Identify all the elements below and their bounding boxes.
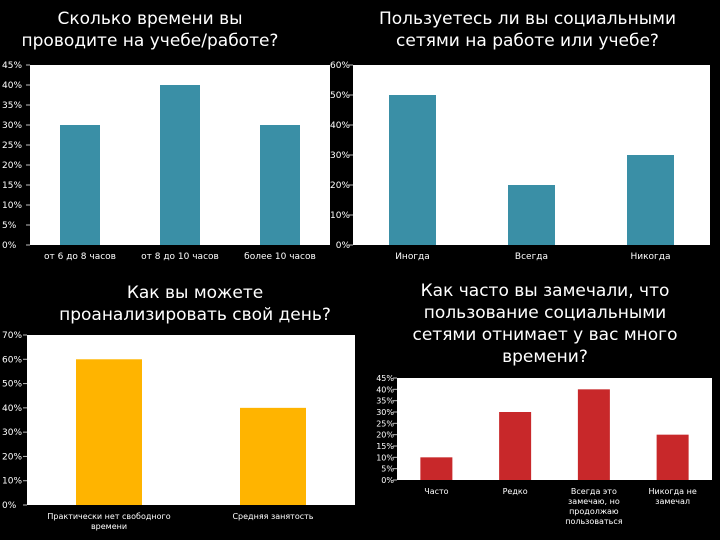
chart1-ytick-label: 0% bbox=[2, 241, 17, 251]
chart1-ytick-label: 20% bbox=[2, 161, 22, 171]
chart2-title: Пользуетесь ли вы социальными сетями на … bbox=[355, 8, 700, 52]
chart4-title: Как часто вы замечали, что пользование с… bbox=[395, 280, 695, 368]
chart4-category-label: Часто bbox=[424, 487, 448, 496]
chart4-ytick-label: 35% bbox=[376, 397, 394, 406]
chart1-ytick-label: 45% bbox=[2, 61, 22, 71]
chart4-category-label: Всегда это замечаю, но продолжаю пользовать… bbox=[565, 487, 622, 526]
chart1-bar bbox=[160, 85, 200, 245]
chart3-ytick-label: 50% bbox=[2, 380, 22, 390]
chart3-ytick-label: 20% bbox=[2, 452, 22, 462]
chart2-ytick-label: 40% bbox=[330, 121, 350, 131]
chart3-ytick-label: 0% bbox=[2, 501, 17, 511]
chart4-ytick-label: 20% bbox=[376, 431, 394, 440]
chart1-ytick-label: 40% bbox=[2, 81, 22, 91]
chart1-category-label: от 6 до 8 часов bbox=[44, 252, 116, 262]
chart4-ytick-label: 25% bbox=[376, 419, 394, 428]
chart4-title-line4: времени? bbox=[502, 347, 588, 367]
chart3-ytick-label: 10% bbox=[2, 477, 22, 487]
chart3-bar bbox=[240, 407, 306, 505]
chart4-title-line3: сетями отнимает у вас много bbox=[412, 325, 678, 345]
chart1-ytick-label: 15% bbox=[2, 181, 22, 191]
chart2-bar bbox=[508, 185, 555, 245]
chart1-ytick-label: 25% bbox=[2, 141, 22, 151]
chart2-ytick-label: 0% bbox=[336, 241, 351, 251]
chart4-category-label: Редко bbox=[503, 487, 528, 496]
chart4-bar bbox=[499, 412, 532, 480]
chart3-ytick-label: 60% bbox=[2, 355, 22, 365]
chart4-ytick-label: 10% bbox=[376, 453, 394, 462]
chart3-ytick-label: 40% bbox=[2, 404, 22, 414]
chart1-ytick-label: 30% bbox=[2, 121, 22, 131]
chart2-bar bbox=[627, 155, 674, 245]
chart4-title-line2: пользование социальными bbox=[423, 303, 667, 323]
chart4-ytick-label: 15% bbox=[376, 442, 394, 451]
chart1-bar bbox=[60, 125, 100, 245]
chart2-ytick-label: 30% bbox=[330, 151, 350, 161]
chart4-title-line1: Как часто вы замечали, что bbox=[420, 281, 670, 301]
chart3-category-label: Средняя занятость bbox=[232, 512, 313, 521]
chart2-category-label: Иногда bbox=[395, 252, 430, 262]
chart4-category-label: Никогда не замечал bbox=[648, 487, 696, 506]
chart1-bar bbox=[260, 125, 300, 245]
chart2-bar bbox=[389, 95, 436, 245]
chart1-title-line2: проводите на учебе/работе? bbox=[21, 31, 279, 51]
chart2-ytick-label: 10% bbox=[330, 211, 350, 221]
chart4-bar bbox=[656, 434, 689, 480]
chart1-ytick-label: 35% bbox=[2, 101, 22, 111]
chart4-ytick-label: 40% bbox=[376, 385, 394, 394]
chart1-title-line1: Сколько времени вы bbox=[57, 9, 243, 29]
chart3-title-line1: Как вы можете bbox=[126, 283, 264, 303]
chart3-title-line2: проанализировать свой день? bbox=[59, 305, 331, 325]
chart2-title-line2: сетями на работе или учебе? bbox=[396, 31, 659, 51]
chart2-ytick-label: 50% bbox=[330, 91, 350, 101]
chart4-bar bbox=[420, 457, 453, 480]
chart4-ytick-label: 45% bbox=[376, 374, 394, 383]
chart1-ytick-label: 10% bbox=[2, 201, 22, 211]
chart1-title: Сколько времени вы проводите на учебе/ра… bbox=[20, 8, 280, 52]
chart4-ytick-label: 30% bbox=[376, 408, 394, 417]
chart2-ytick-label: 20% bbox=[330, 181, 350, 191]
chart4-bar bbox=[577, 389, 610, 480]
chart2-category-label: Никогда bbox=[630, 252, 670, 262]
chart2-ytick-label: 60% bbox=[330, 61, 350, 71]
chart1-category-label: от 8 до 10 часов bbox=[141, 252, 219, 262]
chart3-bar bbox=[76, 359, 142, 505]
chart1-ytick-label: 5% bbox=[2, 221, 17, 231]
chart3-category-label: Практически нет свободного времени bbox=[47, 512, 170, 531]
chart3-ytick-label: 30% bbox=[2, 428, 22, 438]
chart3-ytick-label: 70% bbox=[2, 331, 22, 341]
chart4-ytick-label: 5% bbox=[381, 465, 394, 474]
chart2-title-line1: Пользуетесь ли вы социальными bbox=[378, 9, 676, 29]
chart2-category-label: Всегда bbox=[515, 252, 548, 262]
chart3-title: Как вы можете проанализировать свой день… bbox=[40, 282, 350, 326]
chart1-category-label: более 10 часов bbox=[244, 252, 316, 262]
chart4-ytick-label: 0% bbox=[381, 476, 394, 485]
